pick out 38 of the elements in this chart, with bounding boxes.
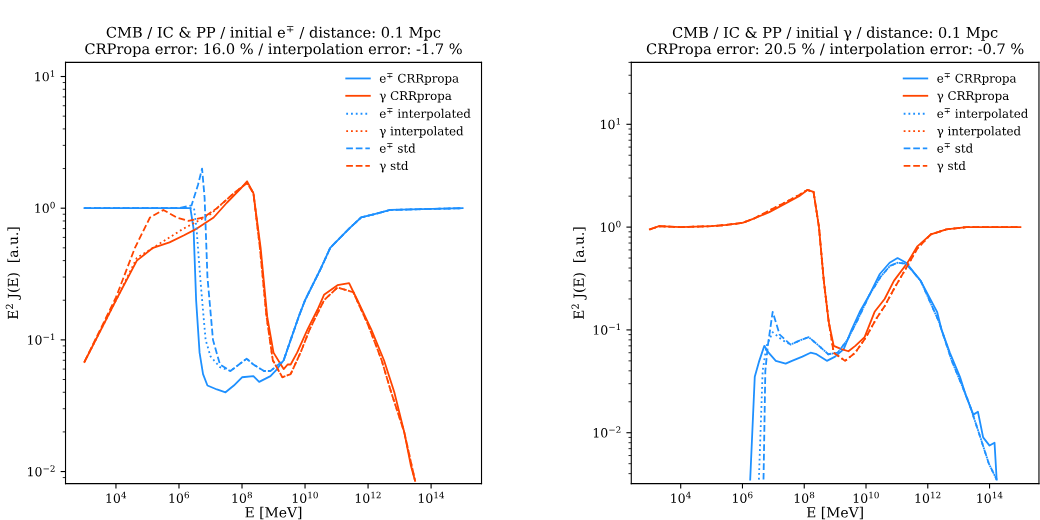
x-tick-label: 10$^{8}$	[794, 491, 815, 503]
x-tick-label: 10$^{10}$	[292, 491, 318, 503]
legend-label: e$^{∓}$ CRRpropa	[379, 73, 459, 85]
y-axis-title: E$^{2}$ J(E) [a.u.]	[5, 227, 21, 320]
y-tick-label: 10$^{1}$	[601, 117, 620, 130]
y-axis-title: E$^{2}$ J(E) [a.u.]	[571, 227, 587, 320]
legend-label: e$^{∓}$ interpolated	[379, 108, 471, 121]
x-tick-label: 10$^{6}$	[733, 491, 753, 503]
legend-label: γ std	[379, 160, 409, 173]
legend-label: e$^{∓}$ CRRpropa	[937, 73, 1017, 85]
legend-label: γ CRRpropa	[937, 91, 1009, 103]
x-tick-label: 10$^{10}$	[853, 491, 879, 503]
x-axis-title: E [MeV]	[245, 506, 302, 520]
legend-label: e$^{∓}$ std	[379, 143, 416, 153]
x-tick-label: 10$^{14}$	[418, 491, 445, 503]
chart-title: CMB / IC & PP / initial e$^{∓}$ / distance: 0.1 Mpc CRPropa error: 16.0 % / interpolation error: -1.7 %	[85, 25, 462, 58]
x-axis-title: E [MeV]	[806, 506, 863, 520]
legend-label: γ CRRpropa	[379, 91, 452, 103]
legend-label: γ interpolated	[379, 126, 464, 138]
y-tick-label: 10$^{−2}$	[593, 426, 621, 438]
x-tick-label: 10$^{4}$	[671, 491, 691, 503]
y-tick-label: 10$^{−1}$	[28, 333, 55, 345]
legend-label: e$^{∓}$ interpolated	[937, 108, 1028, 121]
legend-label: γ std	[937, 160, 966, 173]
x-tick-label: 10$^{4}$	[106, 491, 127, 503]
x-tick-label: 10$^{12}$	[915, 491, 941, 503]
chart-title: CMB / IC & PP / initial γ / distance: 0.1 Mpc CRPropa error: 20.5 % / interpolation error: -0.7 %	[646, 26, 1024, 58]
y-tick-label: 10$^{0}$	[601, 220, 621, 232]
legend-label: e$^{∓}$ std	[937, 143, 973, 153]
y-tick-label: 10$^{1}$	[35, 70, 55, 82]
y-tick-label: 10$^{−1}$	[593, 323, 620, 335]
x-tick-label: 10$^{6}$	[169, 491, 190, 503]
x-tick-label: 10$^{8}$	[232, 491, 253, 503]
x-tick-label: 10$^{12}$	[355, 491, 381, 503]
legend-label: γ interpolated	[937, 126, 1021, 138]
x-tick-label: 10$^{14}$	[977, 491, 1003, 503]
y-tick-label: 10$^{−2}$	[28, 465, 55, 477]
y-tick-label: 10$^{0}$	[35, 201, 55, 214]
